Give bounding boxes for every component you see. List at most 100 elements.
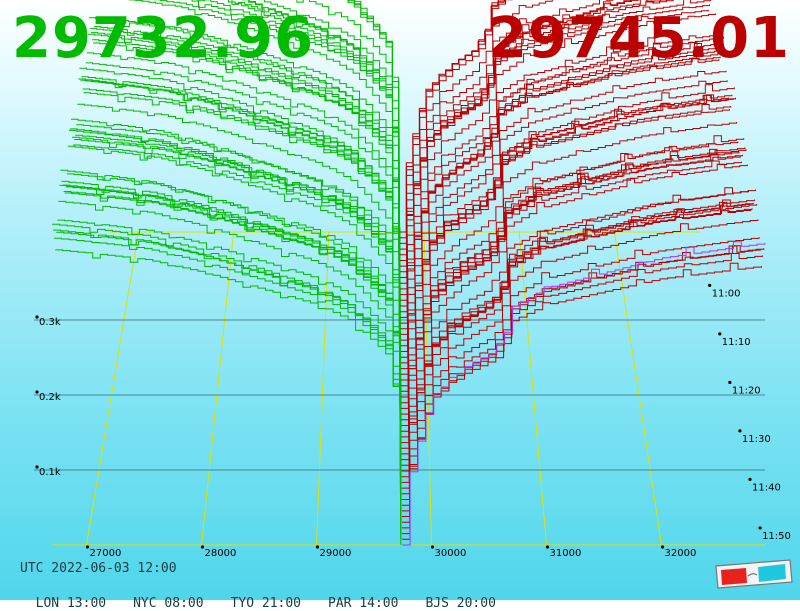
ask-depth-line [399,0,513,250]
bid-depth-line [95,17,400,312]
bid-depth-line [88,17,400,346]
x-tick-label: 30000 [435,548,467,559]
bid-depth-line [82,88,401,380]
bid-depth-line [55,249,402,528]
ask-depth-line [400,52,726,352]
x-tick-label: 32000 [665,548,697,559]
z-tick-mark [35,315,39,319]
ask-depth-line [401,208,753,483]
3d-glasses-icon[interactable] [712,556,794,592]
z-tick-label: 0.1k [39,467,61,478]
ask-depth-line [400,34,717,313]
bid-depth-line [67,145,401,460]
bid-depth-line [241,0,400,295]
timezone-row: LON 13:00 NYC 08:00 TYO 21:00 PAR 14:00 BJS … [20,581,523,611]
bid-depth-line [59,184,401,506]
time-tick-mark [758,526,762,530]
x-tick-mark [430,545,435,549]
z-tick-mark [35,390,39,394]
ask-depth-line [400,70,727,358]
bid-depth-line [76,124,401,415]
bid-depth-line [79,67,401,397]
ask-depth-line [400,43,723,341]
utc-time: UTC 2022-06-03 12:00 [20,561,177,576]
x-tick-mark [315,545,320,549]
x-gridline [201,231,235,546]
time-tick-label: 11:00 [712,288,741,299]
bid-depth-line [85,62,400,363]
tz-bjs: BJS 20:00 [425,596,496,611]
time-tick-label: 11:40 [752,482,781,493]
time-tick-label: 11:50 [762,531,791,542]
bid-depth-line [90,27,400,341]
ask-depth-line [400,104,732,381]
bid-depth-line [347,0,400,250]
ask-depth-line [401,204,758,506]
x-gridline [316,231,330,546]
ask-depth-line [401,84,735,398]
x-tick-label: 27000 [90,548,122,559]
bid-depth-line [248,0,400,289]
bid-depth-line [68,129,401,454]
ask-depth-line [401,163,748,461]
ask-depth-line [401,199,754,489]
x-tick-label: 29000 [320,548,352,559]
bid-depth-line [81,76,401,386]
ask-depth-line [402,241,766,546]
ask-depth-line [400,97,729,370]
ask-depth-line [401,187,756,500]
time-tick-label: 11:10 [722,337,751,348]
ask-depth-line [402,245,765,540]
ask-depth-line [402,237,760,517]
ask-depth-line [402,253,764,535]
ask-depth-line [401,135,745,444]
ask-depth-line [402,262,762,529]
bid-depth-line [64,192,401,477]
bid-series [52,0,402,545]
tz-nyc: NYC 08:00 [133,596,204,611]
ask-depth-line [399,0,553,256]
bid-depth-line [73,144,401,432]
bid-depth-line [91,32,400,335]
bid-depth-line [69,128,401,449]
bid-depth-line [52,223,402,545]
z-tick-mark [35,465,39,469]
ask-depth-line [400,0,614,261]
ask-depth-line [400,41,719,318]
ask-depth-line [401,154,743,438]
bid-depth-line [71,118,401,443]
bid-depth-line [191,0,400,278]
bid-depth-line [54,237,402,534]
bid-depth-line [57,219,402,517]
bid-depth-line [86,52,400,358]
ask-depth-line [401,219,759,512]
bid-depth-line [72,136,401,437]
x-gridline [518,231,547,546]
z-tick-label: 0.3k [39,317,61,328]
ask-depth-line [401,141,739,415]
ask-depth-line [400,0,681,301]
time-tick-mark [708,283,712,287]
bid-depth-line [78,78,401,403]
z-tick-label: 0.2k [39,392,61,403]
bid-depth-line [74,139,401,426]
ask-depth-line [402,245,761,523]
chart-labels: 27000 28000 29000 30000 31000 32000 0.1k 0.2k 0.… [35,283,791,559]
ask-depth-line [401,122,738,409]
ask-depth-line [399,0,506,239]
ask-series [399,0,766,546]
x-gridline [86,231,140,546]
bid-depth-line [197,0,400,284]
ask-depth-line [400,0,639,296]
ask-depth-line [401,149,747,455]
bid-depth-line [87,33,400,352]
time-tick-mark [718,332,722,336]
bid-depth-line [83,92,401,375]
ask-depth-line [401,199,755,495]
x-tick-label: 28000 [205,548,237,559]
bid-depth-line [228,0,400,301]
bid-depth-line [61,180,401,494]
bid-depth-line [92,39,400,329]
bid-depth-line [60,169,401,500]
tz-lon: LON 13:00 [35,596,107,611]
